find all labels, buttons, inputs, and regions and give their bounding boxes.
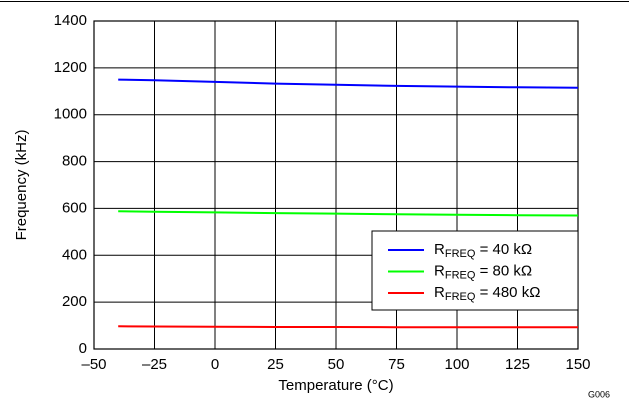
series-line [118, 325, 578, 329]
x-axis-label: Temperature (°C) [278, 377, 393, 394]
x-tick-label: 25 [267, 356, 284, 373]
x-tick-label: 75 [388, 356, 405, 373]
figure-id: G006 [588, 389, 610, 399]
x-tick-label: 125 [505, 356, 530, 373]
plot-frame [93, 20, 579, 350]
y-tick-label: 400 [62, 246, 87, 263]
x-tick-label: 0 [211, 356, 219, 373]
series-line [118, 78, 579, 89]
x-tick-label: –50 [81, 356, 106, 373]
y-tick-label: 1200 [54, 59, 87, 76]
x-tick-label: 50 [328, 356, 345, 373]
y-tick-label: 200 [62, 293, 87, 310]
y-tick-label: 800 [62, 153, 87, 170]
y-tick-label: 1400 [54, 12, 87, 29]
series-line [118, 210, 579, 217]
legend-label: RFREQ = 80 kΩ [434, 262, 532, 281]
y-tick-label: 1000 [54, 106, 87, 123]
y-tick-label: 600 [62, 199, 87, 216]
y-axis-label: Frequency (kHz) [13, 130, 30, 241]
x-tick-label: 100 [444, 356, 469, 373]
legend-label: RFREQ = 40 kΩ [434, 241, 532, 260]
x-tick-label: 150 [565, 356, 590, 373]
y-tick-label: 0 [79, 340, 87, 357]
x-tick-label: –25 [142, 356, 167, 373]
legend-label: RFREQ = 480 kΩ [434, 284, 540, 303]
